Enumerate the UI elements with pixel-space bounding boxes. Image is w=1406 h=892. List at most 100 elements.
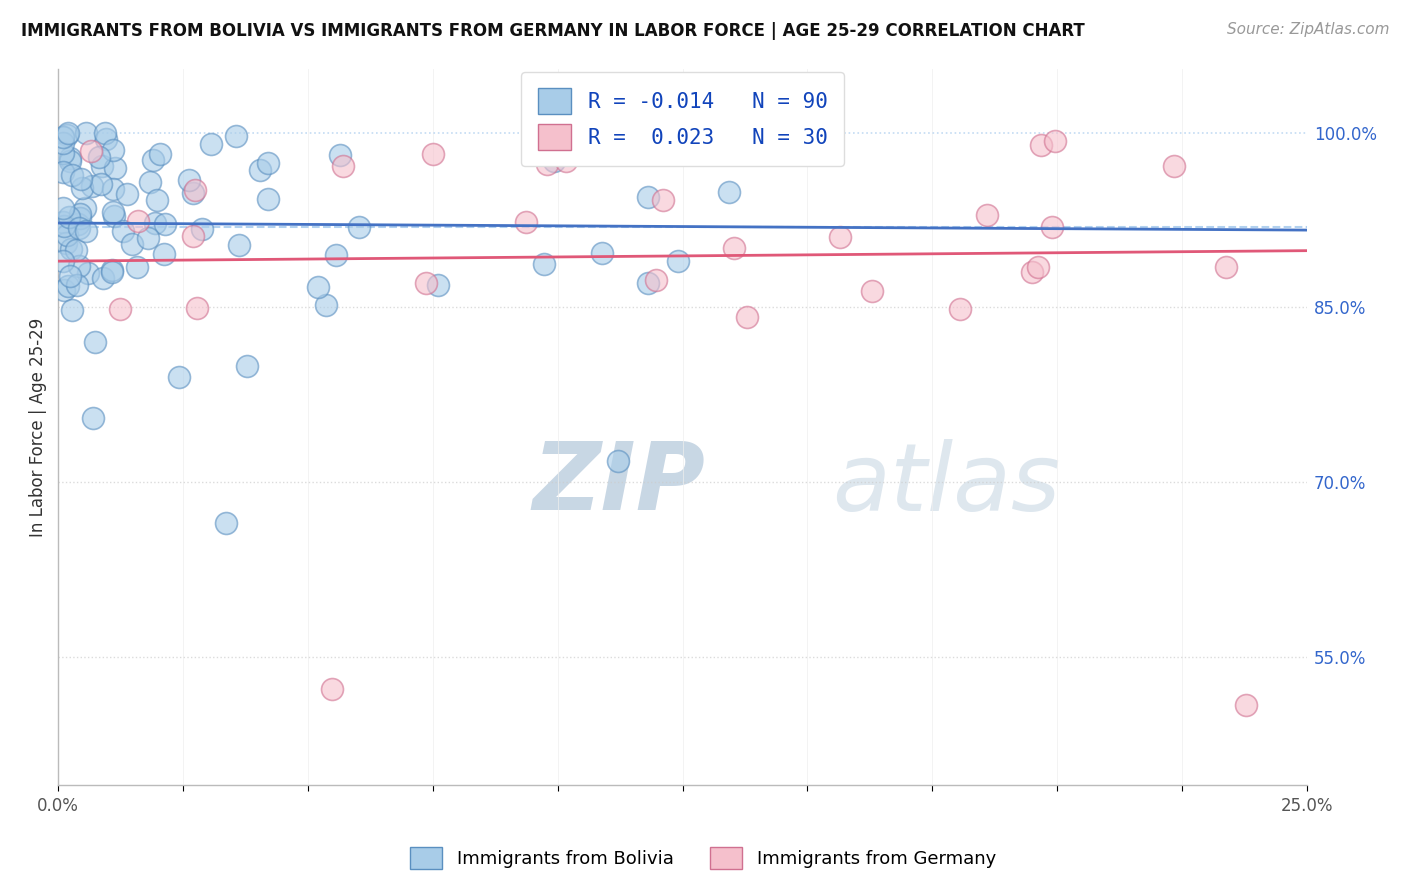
Point	[591, 245, 613, 260]
Point	[543, 154, 565, 169]
Point	[66, 278, 89, 293]
Point	[80, 178, 103, 193]
Y-axis label: In Labor Force | Age 25-29: In Labor Force | Age 25-29	[30, 318, 46, 537]
Point	[536, 157, 558, 171]
Point	[652, 193, 675, 207]
Text: ZIP: ZIP	[533, 438, 706, 531]
Point	[830, 230, 852, 244]
Point	[249, 162, 271, 177]
Point	[149, 147, 172, 161]
Point	[52, 254, 75, 268]
Point	[215, 516, 238, 531]
Point	[70, 181, 93, 195]
Point	[723, 241, 745, 255]
Text: IMMIGRANTS FROM BOLIVIA VS IMMIGRANTS FROM GERMANY IN LABOR FORCE | AGE 25-29 CO: IMMIGRANTS FROM BOLIVIA VS IMMIGRANTS FR…	[21, 22, 1085, 40]
Point	[127, 213, 149, 227]
Point	[117, 187, 139, 202]
Point	[90, 177, 112, 191]
Point	[59, 153, 82, 168]
Point	[167, 370, 190, 384]
Point	[69, 172, 91, 186]
Point	[668, 254, 690, 268]
Point	[533, 257, 555, 271]
Point	[422, 146, 444, 161]
Point	[59, 268, 82, 283]
Point	[1021, 265, 1043, 279]
Point	[52, 136, 75, 150]
Point	[1040, 220, 1063, 235]
Point	[89, 151, 111, 165]
Point	[60, 242, 83, 256]
Point	[191, 221, 214, 235]
Point	[735, 310, 758, 325]
Point	[181, 186, 204, 201]
Point	[184, 183, 207, 197]
Point	[52, 215, 75, 229]
Point	[58, 211, 80, 225]
Point	[103, 205, 125, 219]
Point	[80, 144, 103, 158]
Point	[637, 190, 659, 204]
Point	[637, 276, 659, 290]
Point	[127, 260, 149, 274]
Point	[66, 217, 89, 231]
Point	[91, 270, 114, 285]
Point	[328, 148, 350, 162]
Point	[56, 128, 79, 142]
Point	[415, 277, 437, 291]
Point	[186, 301, 208, 316]
Point	[104, 161, 127, 175]
Point	[717, 186, 740, 200]
Point	[700, 132, 723, 146]
Point	[53, 283, 76, 297]
Point	[83, 334, 105, 349]
Point	[58, 126, 80, 140]
Point	[121, 237, 143, 252]
Point	[1026, 260, 1049, 274]
Point	[76, 267, 98, 281]
Point	[949, 301, 972, 316]
Point	[515, 215, 537, 229]
Legend: R = -0.014   N = 90, R =  0.023   N = 30: R = -0.014 N = 90, R = 0.023 N = 30	[522, 71, 844, 166]
Point	[153, 246, 176, 260]
Point	[65, 243, 87, 257]
Point	[256, 192, 278, 206]
Point	[155, 217, 177, 231]
Point	[1163, 159, 1185, 173]
Text: atlas: atlas	[832, 439, 1060, 530]
Point	[976, 208, 998, 222]
Point	[101, 143, 124, 157]
Point	[860, 284, 883, 298]
Point	[101, 265, 124, 279]
Point	[307, 280, 329, 294]
Point	[67, 220, 90, 235]
Point	[347, 219, 370, 234]
Point	[607, 140, 630, 154]
Point	[55, 235, 77, 250]
Point	[142, 153, 165, 168]
Point	[75, 126, 97, 140]
Point	[73, 201, 96, 215]
Point	[321, 682, 343, 697]
Point	[108, 302, 131, 317]
Point	[52, 129, 75, 144]
Point	[200, 136, 222, 151]
Point	[60, 168, 83, 182]
Point	[52, 219, 75, 234]
Point	[179, 173, 201, 187]
Point	[236, 359, 259, 373]
Point	[59, 152, 82, 166]
Point	[143, 216, 166, 230]
Point	[1043, 134, 1066, 148]
Point	[136, 231, 159, 245]
Point	[325, 248, 347, 262]
Point	[103, 209, 125, 223]
Point	[332, 159, 354, 173]
Point	[1215, 260, 1237, 275]
Point	[75, 224, 97, 238]
Point	[139, 175, 162, 189]
Point	[112, 224, 135, 238]
Point	[82, 410, 104, 425]
Point	[101, 263, 124, 277]
Point	[94, 126, 117, 140]
